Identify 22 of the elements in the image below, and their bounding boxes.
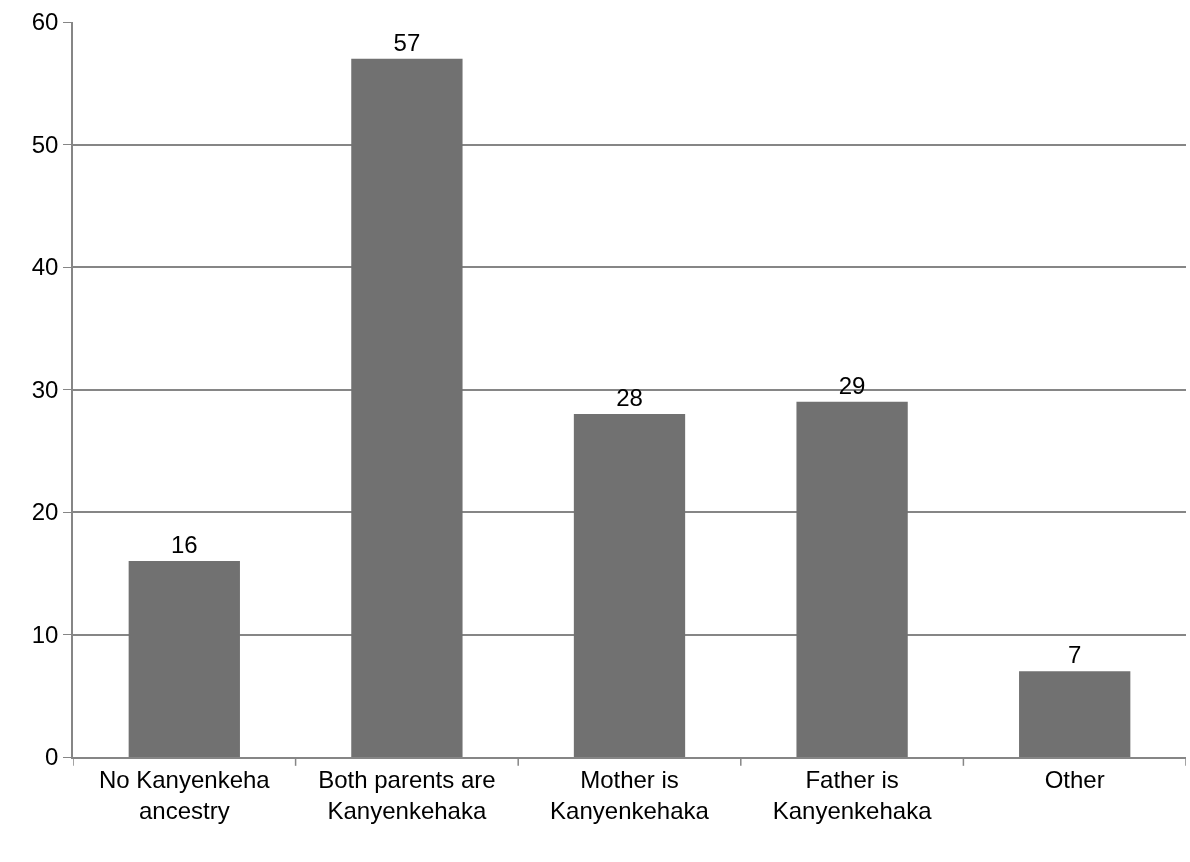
bar [128,561,240,757]
y-tick-label: 10 [31,620,59,648]
bar [796,401,908,757]
x-tick-label: Both parents are Kanyenkehaka [318,765,496,824]
data-label: 28 [616,384,643,411]
x-tick-label: Father is Kanyenkehaka [772,765,933,824]
x-tick-label: Other [1044,765,1105,793]
x-tick-label: No Kanyenkeha ancestry [98,765,271,824]
y-tick-label: 20 [31,498,59,526]
y-tick-label: 60 [31,8,59,36]
data-label: 7 [1068,641,1082,669]
y-tick-label: 0 [45,743,59,771]
data-label: 16 [170,531,198,558]
bar [351,58,463,757]
x-tick-label: Mother is Kanyenkehaka [550,765,710,824]
y-tick-label: 30 [31,375,59,403]
bar [573,414,686,757]
data-label: 29 [838,371,866,399]
data-label: 57 [393,28,421,56]
y-tick-label: 40 [31,253,59,281]
y-tick-label: 50 [31,130,59,158]
bar [1019,671,1131,757]
